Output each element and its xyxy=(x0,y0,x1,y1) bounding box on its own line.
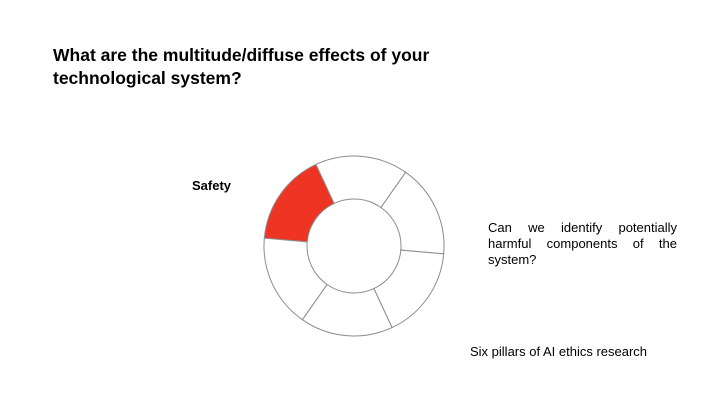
active-segment-label: Safety xyxy=(192,178,232,193)
wheel-segment xyxy=(263,237,328,321)
segment-question: Can we identify potentially harmful comp… xyxy=(488,220,677,267)
diagram-caption: Six pillars of AI ethics research xyxy=(470,344,648,359)
six-pillars-wheel xyxy=(263,155,445,337)
slide-title: What are the multitude/diffuse effects o… xyxy=(53,45,430,88)
